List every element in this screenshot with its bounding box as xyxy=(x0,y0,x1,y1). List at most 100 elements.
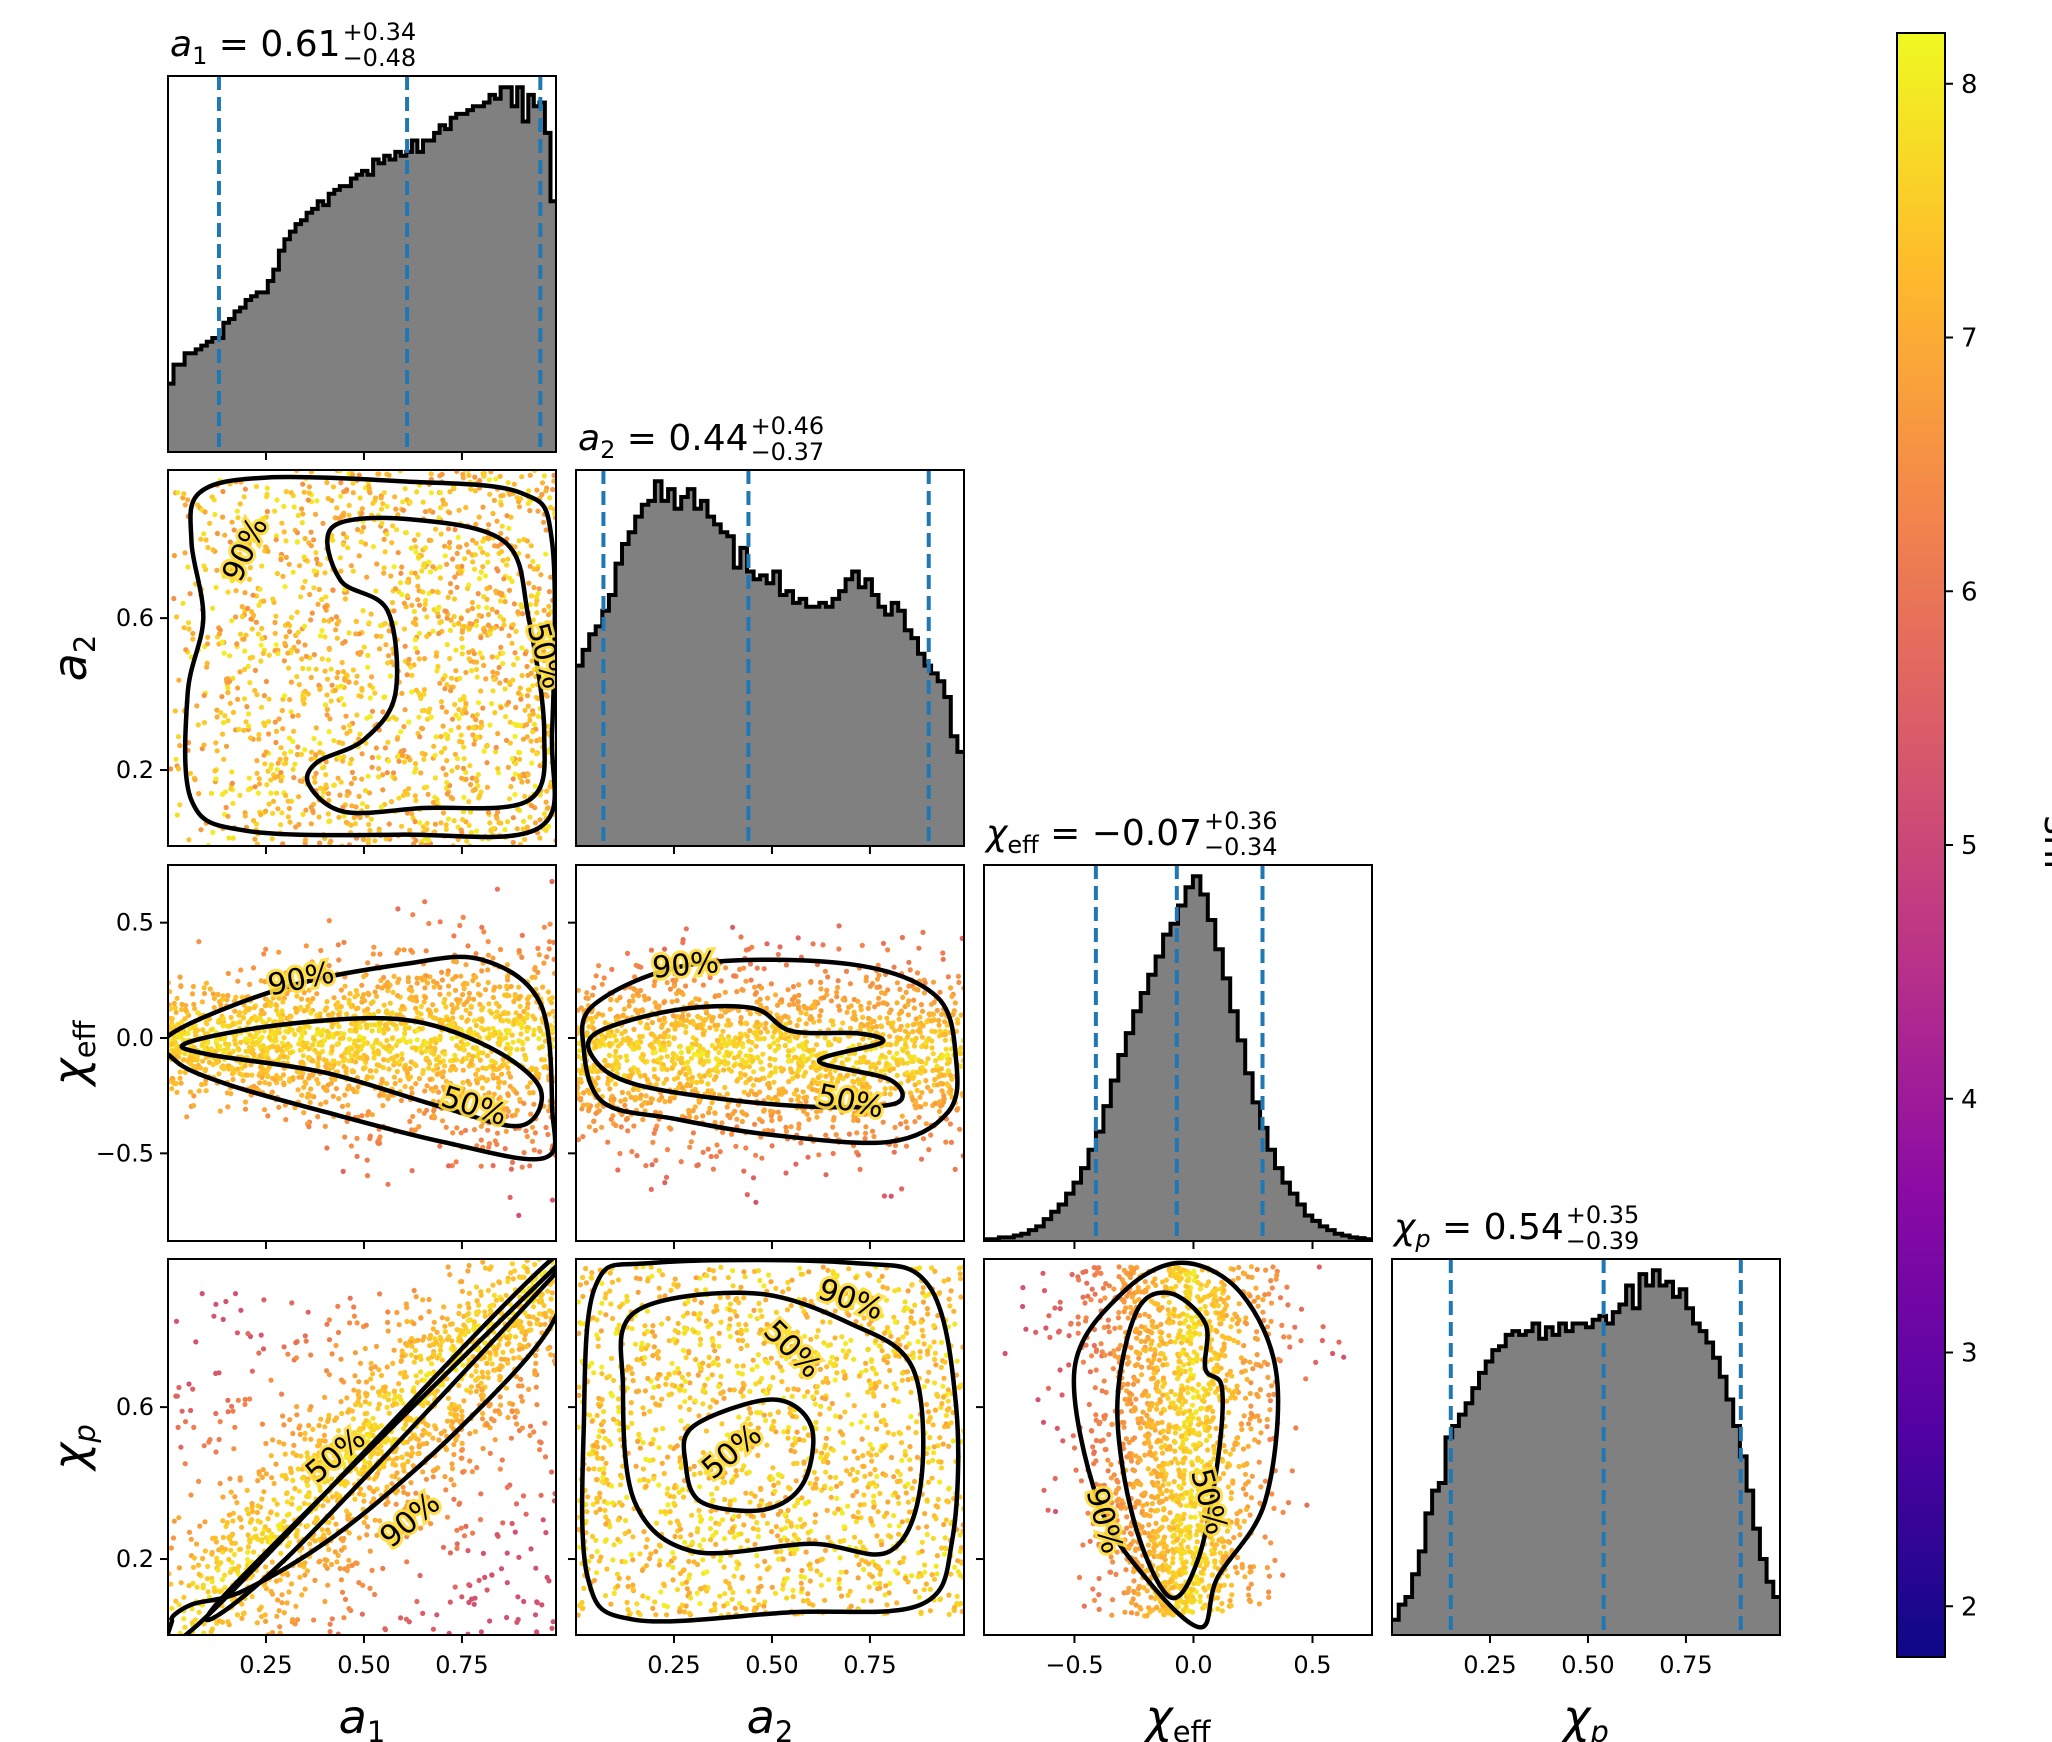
sample-point xyxy=(465,1078,471,1084)
sample-point xyxy=(349,1053,355,1059)
sample-point xyxy=(371,944,377,950)
sample-point xyxy=(422,1088,428,1094)
sample-point xyxy=(324,479,330,486)
sample-point xyxy=(546,946,552,952)
sample-point xyxy=(309,610,315,616)
sample-point xyxy=(321,1084,327,1090)
sample-point xyxy=(489,701,495,707)
sample-point xyxy=(393,716,399,722)
sample-point xyxy=(644,1076,650,1083)
sample-point xyxy=(286,561,292,567)
sample-point xyxy=(426,837,432,844)
sample-point xyxy=(455,564,461,570)
sample-point xyxy=(192,1006,198,1012)
sample-point xyxy=(669,999,675,1005)
panel-frame xyxy=(983,864,1373,1242)
sample-point xyxy=(532,783,538,789)
sample-point xyxy=(509,578,515,585)
sample-point xyxy=(256,736,262,742)
sample-point xyxy=(479,1085,485,1091)
sample-point xyxy=(617,1150,623,1157)
sample-point xyxy=(502,827,508,833)
sample-point xyxy=(406,719,412,725)
sample-point xyxy=(459,563,465,569)
sample-point xyxy=(325,811,331,817)
sample-point xyxy=(180,600,186,606)
sample-point xyxy=(798,1059,804,1066)
sample-point xyxy=(362,541,369,547)
sample-point xyxy=(551,939,556,945)
histogram-title: χeff = −0.07 +0.36−0.34 xyxy=(984,807,1278,861)
sample-point xyxy=(322,634,328,640)
sample-point xyxy=(451,613,457,620)
sample-point xyxy=(268,790,274,796)
sample-point xyxy=(268,777,274,783)
sample-point xyxy=(317,749,323,755)
sample-point xyxy=(341,1031,347,1037)
sample-point xyxy=(861,1076,867,1082)
sample-point xyxy=(516,984,522,990)
sample-point xyxy=(334,675,340,681)
sample-point xyxy=(787,1019,793,1026)
sample-point xyxy=(251,818,257,824)
sample-point xyxy=(448,617,454,623)
sample-point xyxy=(201,742,207,748)
sample-point xyxy=(214,530,220,537)
sample-point xyxy=(367,1133,373,1139)
sample-point xyxy=(525,772,531,778)
sample-point xyxy=(795,1073,801,1079)
sample-point xyxy=(316,1056,322,1062)
sample-point xyxy=(517,1003,523,1010)
sample-point xyxy=(246,775,252,781)
sample-point xyxy=(442,1051,448,1057)
sample-point xyxy=(442,543,448,549)
sample-point xyxy=(225,1046,231,1052)
sample-point xyxy=(434,589,440,595)
sample-point xyxy=(688,955,694,961)
sample-point xyxy=(424,633,430,640)
sample-point xyxy=(340,531,347,537)
sample-point xyxy=(413,766,419,772)
sample-point xyxy=(457,922,463,929)
sample-point xyxy=(492,710,498,716)
sample-point xyxy=(201,985,207,991)
sample-point xyxy=(256,731,262,738)
sample-point xyxy=(475,700,482,706)
sample-point xyxy=(948,1087,954,1093)
sample-point xyxy=(386,628,392,634)
sample-point xyxy=(880,1032,886,1038)
sample-point xyxy=(803,1099,809,1105)
sample-point xyxy=(221,1036,227,1042)
sample-point xyxy=(307,591,313,598)
sample-point xyxy=(607,1040,613,1047)
sample-point xyxy=(492,1103,498,1109)
sample-point xyxy=(311,568,317,574)
sample-point xyxy=(291,644,297,651)
sample-point xyxy=(526,488,532,494)
sample-point xyxy=(938,1103,944,1109)
sample-point xyxy=(306,484,312,490)
sample-point xyxy=(201,692,207,699)
sample-point xyxy=(932,1076,938,1083)
sample-point xyxy=(495,1075,501,1081)
sample-point xyxy=(331,782,337,788)
sample-point xyxy=(708,1153,714,1160)
sample-point xyxy=(925,1084,931,1090)
sample-point xyxy=(359,1043,365,1049)
sample-point xyxy=(440,1084,446,1090)
sample-point xyxy=(536,1071,542,1077)
sample-point xyxy=(273,1002,279,1008)
sample-point xyxy=(473,828,480,834)
sample-point xyxy=(443,1124,449,1130)
sample-point xyxy=(511,481,517,487)
sample-point xyxy=(497,680,503,686)
sample-point xyxy=(380,787,386,793)
sample-point xyxy=(302,1043,308,1050)
sample-point xyxy=(369,708,376,714)
sample-point xyxy=(746,1057,752,1063)
sample-point xyxy=(531,584,537,591)
sample-point xyxy=(502,599,508,605)
sample-point xyxy=(448,688,454,694)
sample-point xyxy=(255,631,261,637)
sample-point xyxy=(529,1138,536,1144)
